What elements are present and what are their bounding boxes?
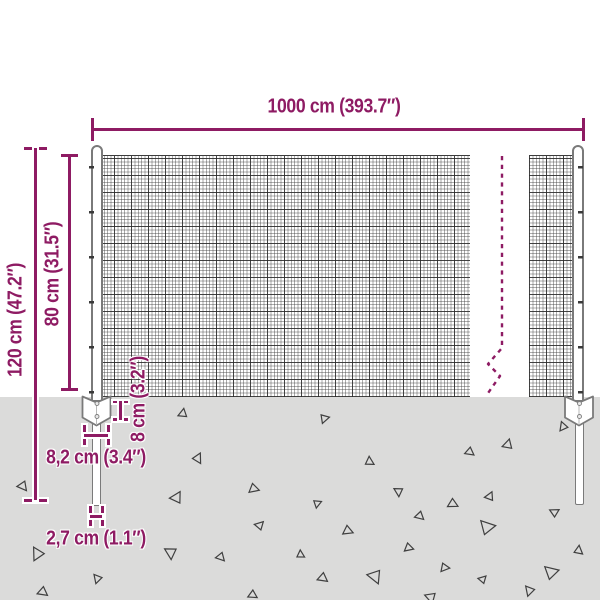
- label-mesh-height: 80 cm (31.5″): [41, 221, 64, 327]
- dim-plate-height-line: [119, 401, 122, 420]
- ground: [0, 397, 600, 600]
- dim-plate-width-line: [84, 433, 108, 437]
- label-plate-width: 8,2 cm (3.4″): [46, 446, 146, 469]
- fence-break-line: [485, 156, 504, 397]
- dim-total-height-line: [33, 148, 37, 500]
- label-total-height: 120 cm (47.2″): [4, 262, 27, 378]
- label-plate-height: 8 cm (3.2″): [127, 356, 150, 442]
- dim-post-width-cap-right: [100, 506, 104, 526]
- mesh-panel-right: [529, 155, 580, 397]
- dim-width-cap-right: [581, 118, 585, 141]
- mesh-panel-left: [97, 155, 470, 397]
- dim-width-line: [92, 127, 583, 131]
- label-post-width: 2,7 cm (1.1″): [46, 527, 146, 550]
- dim-total-height-cap-bottom: [24, 498, 47, 502]
- dim-mesh-height-line: [68, 155, 71, 389]
- dim-mesh-height-cap-bottom: [61, 387, 78, 391]
- mesh-hooks-left: [89, 166, 94, 394]
- dim-plate-width-cap-right: [106, 425, 110, 445]
- dim-post-width-line: [90, 514, 102, 518]
- post-underground-right: [574, 423, 584, 505]
- mesh-hooks-right: [578, 166, 583, 394]
- label-total-width: 1000 cm (393.7″): [267, 95, 401, 118]
